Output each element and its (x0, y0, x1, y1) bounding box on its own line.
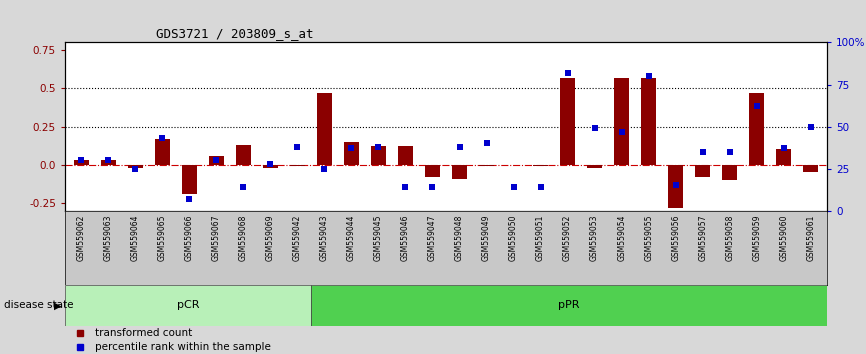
Bar (182, 165, 197, 194)
Bar (452, 165, 467, 178)
Text: GSM559061: GSM559061 (806, 214, 815, 261)
Text: GSM559046: GSM559046 (401, 214, 410, 261)
Bar (776, 149, 792, 165)
Bar (695, 165, 710, 177)
Bar (344, 142, 359, 165)
Bar (155, 139, 170, 165)
Text: GSM559066: GSM559066 (184, 214, 194, 261)
Text: GSM559042: GSM559042 (293, 214, 302, 261)
Text: GSM559056: GSM559056 (671, 214, 680, 261)
Bar (587, 165, 602, 168)
Text: GSM559051: GSM559051 (536, 214, 545, 261)
Bar (128, 165, 143, 168)
Text: GSM559059: GSM559059 (753, 214, 761, 261)
Text: GSM559052: GSM559052 (563, 214, 572, 261)
Bar (236, 145, 251, 165)
Bar (749, 93, 764, 165)
Text: GSM559047: GSM559047 (428, 214, 437, 261)
Bar (669, 165, 683, 207)
Text: GSM559069: GSM559069 (266, 214, 275, 261)
Text: GSM559058: GSM559058 (725, 214, 734, 261)
Bar (425, 165, 440, 177)
Text: GSM559045: GSM559045 (374, 214, 383, 261)
Bar (209, 156, 223, 165)
Text: GSM559053: GSM559053 (590, 214, 599, 261)
Bar (479, 165, 494, 166)
Bar (560, 78, 575, 165)
Text: GSM559068: GSM559068 (239, 214, 248, 261)
Bar (263, 165, 278, 168)
Bar (371, 147, 386, 165)
Text: GSM559063: GSM559063 (104, 214, 113, 261)
Bar (290, 165, 305, 166)
Text: GSM559067: GSM559067 (212, 214, 221, 261)
Text: GSM559057: GSM559057 (698, 214, 708, 261)
Text: GSM559060: GSM559060 (779, 214, 788, 261)
Bar (317, 93, 332, 165)
Text: pCR: pCR (177, 300, 199, 310)
Bar (311, 285, 827, 326)
Text: GSM559055: GSM559055 (644, 214, 653, 261)
Bar (533, 165, 548, 166)
Bar (65, 285, 311, 326)
Text: GSM559043: GSM559043 (320, 214, 329, 261)
Text: GSM559044: GSM559044 (347, 214, 356, 261)
Text: transformed count: transformed count (95, 328, 192, 338)
Bar (722, 165, 737, 180)
Text: GSM559062: GSM559062 (77, 214, 86, 261)
Text: pPR: pPR (559, 300, 579, 310)
Bar (804, 165, 818, 172)
Bar (398, 147, 413, 165)
Text: GSM559065: GSM559065 (158, 214, 167, 261)
Text: GDS3721 / 203809_s_at: GDS3721 / 203809_s_at (157, 27, 313, 40)
Text: disease state: disease state (4, 300, 74, 310)
Bar (614, 78, 629, 165)
Text: GSM559054: GSM559054 (617, 214, 626, 261)
Bar (74, 160, 88, 165)
Text: GSM559049: GSM559049 (482, 214, 491, 261)
Text: GSM559048: GSM559048 (455, 214, 464, 261)
Text: percentile rank within the sample: percentile rank within the sample (95, 342, 271, 352)
Text: ▶: ▶ (54, 300, 61, 310)
Bar (100, 160, 116, 165)
Bar (641, 78, 656, 165)
Text: GSM559050: GSM559050 (509, 214, 518, 261)
Text: GSM559064: GSM559064 (131, 214, 139, 261)
